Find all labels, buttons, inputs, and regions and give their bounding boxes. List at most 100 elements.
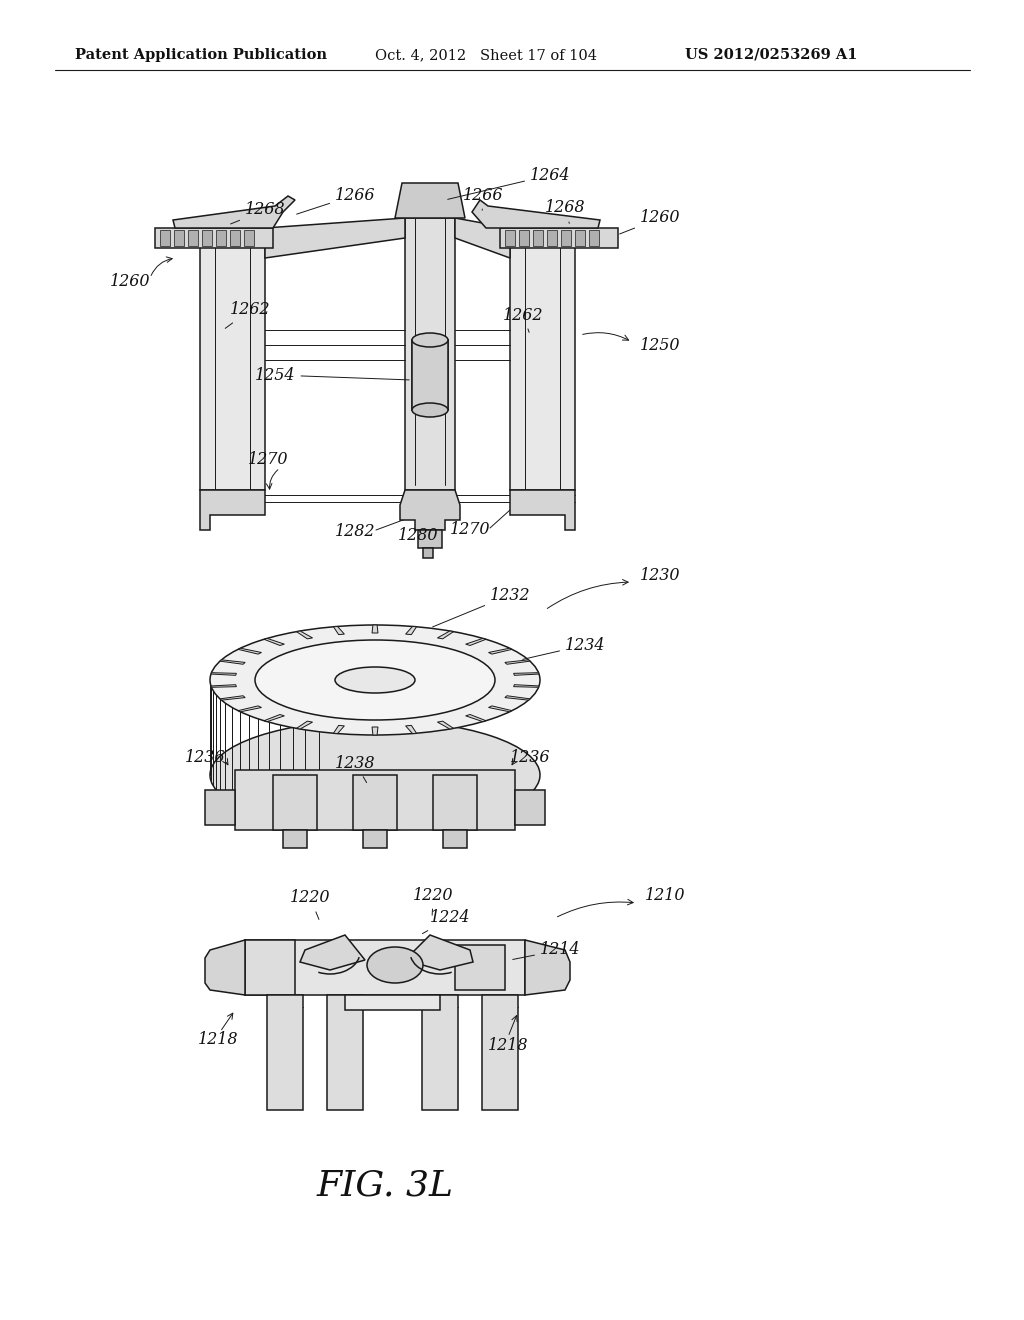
Polygon shape [244,230,254,246]
Polygon shape [362,830,387,847]
Text: 1220: 1220 [413,887,454,915]
Polygon shape [205,789,234,825]
Text: 1236: 1236 [510,750,551,767]
Text: 1268: 1268 [230,202,286,224]
Polygon shape [406,627,417,635]
Polygon shape [589,230,599,246]
Text: 1268: 1268 [545,199,586,223]
Polygon shape [265,218,406,257]
Polygon shape [437,721,454,729]
Polygon shape [482,995,518,1110]
Polygon shape [297,721,312,729]
Polygon shape [510,228,575,490]
Polygon shape [466,714,486,722]
Polygon shape [264,714,285,722]
Polygon shape [525,940,570,995]
Polygon shape [300,935,365,970]
Ellipse shape [210,624,540,735]
Polygon shape [155,228,273,248]
Polygon shape [466,639,486,645]
Polygon shape [455,218,510,257]
Polygon shape [188,230,198,246]
Ellipse shape [412,403,449,417]
Polygon shape [575,230,585,246]
Polygon shape [372,624,378,634]
Text: 1260: 1260 [620,210,681,234]
Polygon shape [297,631,312,639]
Polygon shape [510,490,575,531]
Polygon shape [423,548,433,558]
Polygon shape [238,648,261,655]
Polygon shape [515,789,545,825]
Polygon shape [505,660,530,664]
Ellipse shape [255,640,495,719]
Text: 1264: 1264 [447,166,570,199]
Polygon shape [264,639,285,645]
Polygon shape [245,940,295,995]
Polygon shape [230,230,240,246]
Polygon shape [422,995,458,1110]
Ellipse shape [367,946,423,983]
Polygon shape [327,995,362,1110]
Text: 1214: 1214 [513,941,581,960]
Polygon shape [334,627,344,635]
Polygon shape [437,631,454,639]
Polygon shape [443,830,467,847]
Polygon shape [400,490,460,531]
Polygon shape [412,341,449,411]
Polygon shape [273,775,317,830]
Polygon shape [220,660,245,664]
Polygon shape [519,230,529,246]
Text: 1262: 1262 [225,301,270,329]
Polygon shape [345,995,440,1010]
Polygon shape [216,230,226,246]
Polygon shape [174,230,184,246]
Polygon shape [200,490,265,531]
Polygon shape [200,228,265,490]
Polygon shape [160,230,170,246]
Polygon shape [455,945,505,990]
Polygon shape [211,685,237,688]
Polygon shape [433,775,477,830]
Polygon shape [245,940,525,995]
Text: 1262: 1262 [503,306,544,333]
Text: 1230: 1230 [640,566,681,583]
Polygon shape [395,183,465,218]
Text: Oct. 4, 2012   Sheet 17 of 104: Oct. 4, 2012 Sheet 17 of 104 [375,48,597,62]
Text: 1218: 1218 [198,1031,239,1048]
Text: 1270: 1270 [450,521,490,539]
Text: 1220: 1220 [290,890,331,920]
Polygon shape [534,230,543,246]
Polygon shape [406,218,455,490]
Polygon shape [505,696,530,700]
Polygon shape [211,673,237,676]
Polygon shape [488,706,512,711]
Polygon shape [514,685,539,688]
Ellipse shape [412,333,449,347]
Text: 1282: 1282 [335,524,376,540]
Text: US 2012/0253269 A1: US 2012/0253269 A1 [685,48,857,62]
Polygon shape [267,995,303,1110]
Polygon shape [372,727,378,735]
Ellipse shape [210,719,540,830]
Polygon shape [234,770,515,830]
Polygon shape [472,201,600,228]
Text: 1236: 1236 [185,750,225,767]
Polygon shape [547,230,557,246]
Text: 1266: 1266 [297,186,376,214]
Polygon shape [418,531,442,548]
Polygon shape [500,228,618,248]
Polygon shape [406,935,473,970]
Polygon shape [561,230,571,246]
Text: 1234: 1234 [522,636,605,660]
Text: 1218: 1218 [488,1036,528,1053]
Polygon shape [514,673,539,676]
Polygon shape [488,648,512,655]
Polygon shape [238,706,261,711]
Polygon shape [220,696,245,700]
Text: 1254: 1254 [255,367,410,384]
Polygon shape [334,726,344,734]
Text: 1266: 1266 [463,186,504,210]
Text: 1270: 1270 [248,451,289,469]
Text: 1238: 1238 [335,755,376,783]
